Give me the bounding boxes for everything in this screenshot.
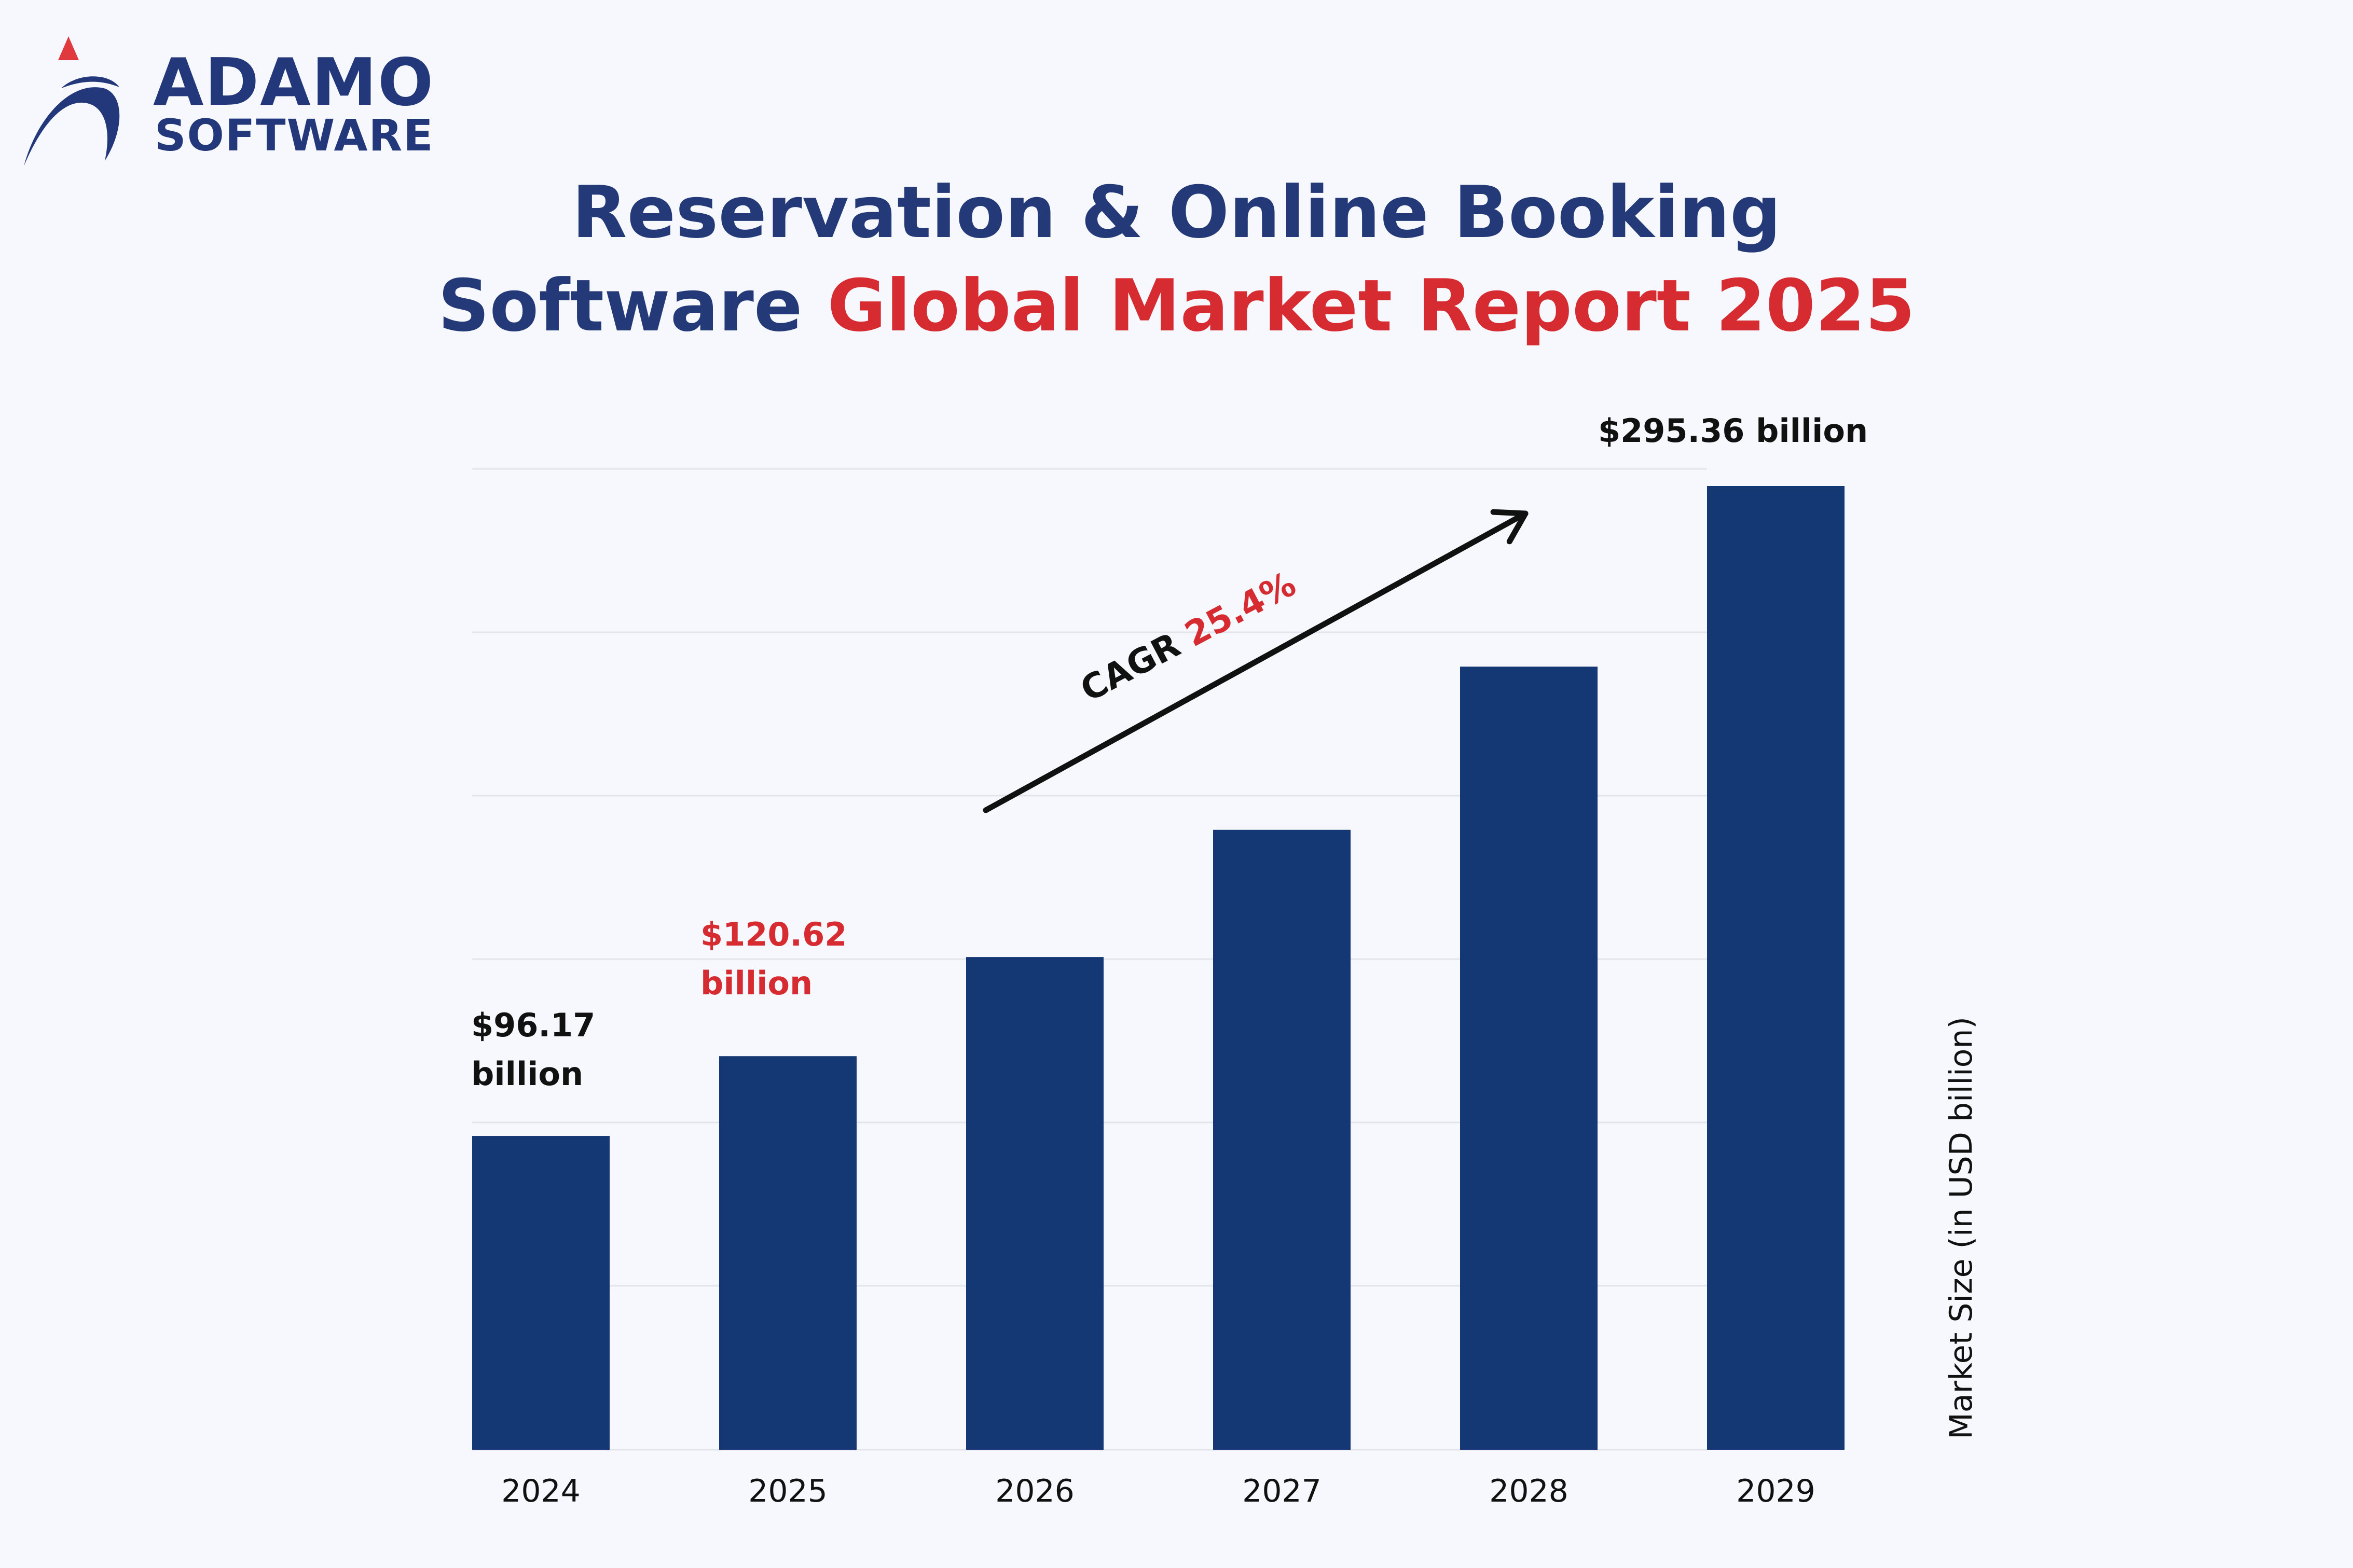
bar-2025 xyxy=(719,1056,857,1450)
data-label-2024: $96.17 billion xyxy=(471,1001,595,1099)
title-line-2-navy: Software xyxy=(438,264,803,348)
title-line-2: Software Global Market Report 2025 xyxy=(0,259,2353,353)
data-label-2029: $295.36 billion xyxy=(1598,412,1868,450)
bar-2024 xyxy=(472,1136,610,1450)
data-label-2025: $120.62 billion xyxy=(700,910,847,1008)
adamo-swoosh-logo-icon xyxy=(24,36,120,166)
bar-2027 xyxy=(1213,829,1351,1450)
bar-2028 xyxy=(1460,667,1598,1450)
cagr-arrow-head xyxy=(1490,509,1529,545)
logo-wordmark-software: SOFTWARE xyxy=(155,110,434,161)
bar-2026 xyxy=(966,957,1104,1450)
x-tick-label-2028: 2028 xyxy=(1489,1473,1568,1509)
data-label-2025-unit: billion xyxy=(700,964,813,1002)
x-tick-label-2029: 2029 xyxy=(1736,1473,1815,1509)
logo-wordmark-adamo: ADAMO xyxy=(153,44,435,120)
cagr-arrow-line xyxy=(983,510,1529,813)
page-title: Reservation & Online Booking Software Gl… xyxy=(0,166,2353,353)
x-tick-label-2024: 2024 xyxy=(501,1473,581,1509)
y-axis-label: Market Size (in USD billion) xyxy=(1943,1017,1979,1439)
x-tick-label-2027: 2027 xyxy=(1242,1473,1322,1509)
title-line-1: Reservation & Online Booking xyxy=(572,171,1781,254)
data-label-2024-value: $96.17 xyxy=(471,1006,596,1044)
x-tick-label-2025: 2025 xyxy=(748,1473,828,1509)
data-label-2025-value: $120.62 xyxy=(700,915,847,953)
data-label-2024-unit: billion xyxy=(471,1055,584,1093)
title-line-2-red: Global Market Report 2025 xyxy=(827,264,1915,348)
x-tick-label-2026: 2026 xyxy=(995,1473,1075,1509)
brand-logo: ADAMO SOFTWARE xyxy=(21,31,488,171)
bar-2029 xyxy=(1707,486,1845,1450)
